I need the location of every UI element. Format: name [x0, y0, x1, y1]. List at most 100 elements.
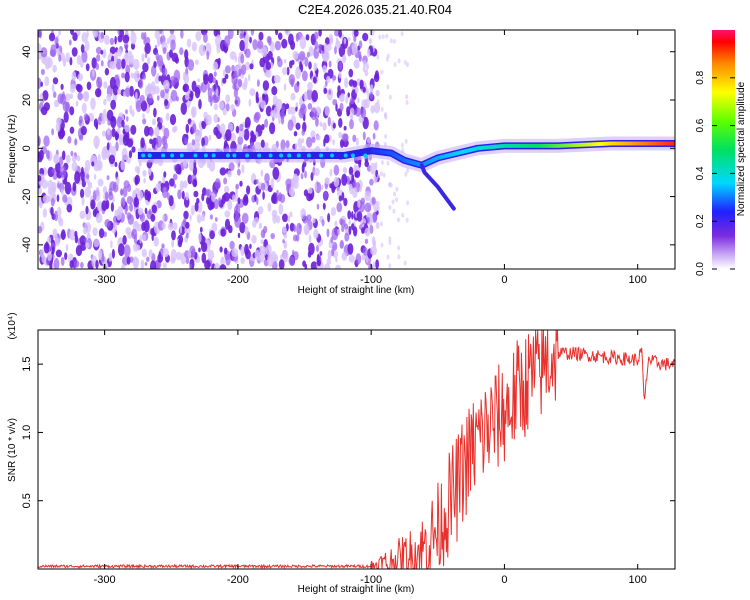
- noise-speck: [393, 38, 396, 44]
- noise-speck: [384, 134, 388, 139]
- noise-speck: [290, 92, 296, 101]
- noise-speck: [241, 64, 247, 75]
- noise-speck: [106, 93, 112, 102]
- noise-speck: [160, 89, 165, 99]
- noise-speck: [369, 91, 374, 100]
- noise-speck: [97, 154, 101, 162]
- noise-speck: [199, 226, 203, 233]
- noise-speck: [358, 159, 362, 168]
- noise-speck: [203, 32, 208, 44]
- snr-multiplier-label: (x10⁴): [7, 312, 18, 339]
- noise-speck: [256, 197, 259, 206]
- noise-speck: [270, 233, 276, 240]
- noise-speck: [223, 185, 230, 194]
- noise-speck: [239, 39, 245, 52]
- noise-speck: [154, 30, 160, 40]
- noise-speck: [65, 101, 71, 113]
- noise-speck: [254, 111, 261, 121]
- noise-speck: [322, 122, 327, 131]
- noise-speck: [388, 263, 392, 269]
- y-tick-label: 1.0: [21, 425, 33, 440]
- noise-speck: [197, 78, 200, 83]
- noise-speck: [232, 83, 237, 90]
- noise-speck: [270, 110, 276, 118]
- noise-speck: [43, 242, 50, 254]
- noise-speck: [401, 212, 405, 218]
- noise-speck: [169, 178, 175, 187]
- noise-speck: [95, 259, 99, 269]
- noise-speck: [69, 83, 76, 93]
- noise-speck: [355, 137, 359, 146]
- noise-speck: [210, 97, 213, 107]
- noise-speck: [267, 202, 272, 212]
- noise-speck: [86, 173, 90, 180]
- noise-speck: [172, 222, 178, 231]
- spectrogram-frame: [37, 29, 676, 270]
- noise-speck: [153, 107, 157, 118]
- noise-speck: [270, 178, 275, 189]
- noise-speck: [213, 103, 218, 111]
- noise-speck: [386, 254, 390, 260]
- noise-speck: [289, 222, 295, 232]
- noise-speck: [213, 113, 219, 124]
- noise-speck: [362, 60, 367, 68]
- noise-speck: [84, 222, 92, 234]
- noise-speck: [347, 243, 354, 255]
- noise-speck: [111, 55, 115, 63]
- noise-speck: [116, 127, 121, 134]
- noise-speck: [120, 197, 126, 208]
- noise-speck: [319, 251, 323, 256]
- noise-speck: [389, 182, 393, 188]
- noise-speck: [392, 208, 396, 214]
- noise-speck: [124, 42, 129, 49]
- noise-speck: [51, 128, 54, 136]
- noise-speck: [56, 194, 60, 202]
- noise-speck: [238, 68, 242, 77]
- y-tick-label: 0.5: [21, 493, 33, 508]
- noise-speck: [331, 183, 336, 194]
- noise-speck: [314, 40, 319, 50]
- noise-speck: [335, 264, 341, 269]
- noise-speck: [380, 171, 383, 177]
- y-tick-label: 1.5: [21, 356, 33, 371]
- noise-speck: [65, 154, 71, 164]
- noise-speck: [91, 57, 97, 69]
- noise-speck: [298, 107, 305, 119]
- noise-speck: [52, 77, 59, 85]
- noise-speck: [321, 184, 324, 191]
- noise-speck: [386, 84, 390, 90]
- noise-speck: [241, 164, 245, 174]
- noise-speck: [208, 160, 216, 172]
- noise-speck: [244, 116, 251, 128]
- noise-speck: [369, 84, 374, 94]
- noise-speck: [110, 116, 117, 129]
- noise-speck: [356, 78, 360, 86]
- noise-speck: [46, 57, 53, 69]
- ridge-blob: [279, 153, 284, 158]
- noise-speck: [312, 76, 317, 84]
- noise-speck: [122, 235, 127, 245]
- noise-speck: [81, 32, 88, 43]
- noise-speck: [237, 79, 243, 88]
- noise-speck: [353, 30, 359, 37]
- noise-speck: [308, 234, 312, 243]
- noise-speck: [194, 86, 201, 99]
- noise-speck: [100, 60, 104, 67]
- noise-speck: [278, 115, 281, 125]
- noise-speck: [123, 244, 131, 258]
- noise-speck: [206, 50, 210, 60]
- snr-frame: [37, 329, 676, 570]
- noise-speck: [348, 254, 355, 263]
- noise-speck: [252, 39, 258, 51]
- noise-speck: [110, 202, 114, 212]
- noise-speck: [222, 77, 227, 84]
- noise-speck: [308, 242, 315, 256]
- noise-speck: [260, 139, 265, 148]
- noise-speck: [255, 91, 259, 101]
- noise-speck: [135, 100, 142, 113]
- noise-speck: [227, 122, 234, 132]
- ridge-blob: [179, 153, 184, 158]
- noise-speck: [162, 67, 168, 77]
- noise-speck: [64, 93, 71, 101]
- noise-speck: [362, 246, 368, 256]
